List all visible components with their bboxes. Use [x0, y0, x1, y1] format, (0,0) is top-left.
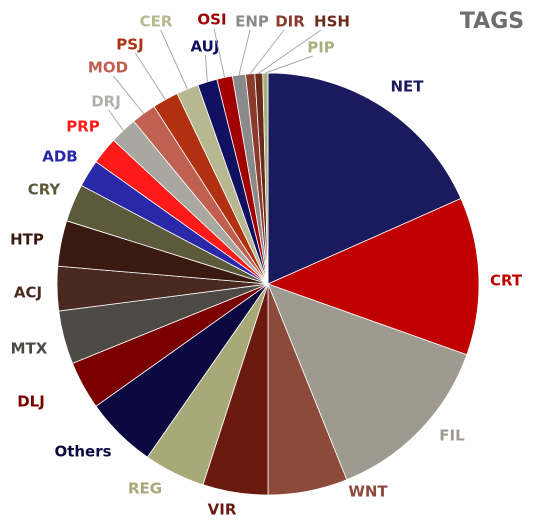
leader-line: [249, 29, 285, 75]
leader-line: [108, 109, 124, 131]
slice-label: HSH: [314, 13, 350, 31]
slice-label: ADB: [42, 148, 78, 166]
slice-label: MOD: [88, 59, 128, 77]
slice-label: REG: [128, 480, 162, 498]
slice-label: PRP: [66, 118, 100, 136]
slice-label: CER: [140, 13, 173, 31]
slice-label: VIR: [208, 501, 237, 519]
pie-slice: [267, 72, 462, 285]
slice-label: ENP: [235, 13, 269, 31]
slice-label: ACJ: [14, 284, 42, 302]
slice-label: MTX: [11, 340, 48, 358]
slice-label: WNT: [348, 483, 388, 501]
pie-slice: [267, 283, 468, 481]
pie-slice: [262, 72, 269, 285]
slice-label: CRY: [28, 181, 62, 199]
slice-label: CRT: [490, 272, 523, 290]
slice-label: DIR: [275, 13, 305, 31]
slice-label: OSI: [197, 11, 226, 29]
slice-label: NET: [390, 78, 424, 96]
slice-label: Others: [54, 443, 111, 461]
chart-title: TAGS: [460, 9, 524, 34]
slice-label: PSJ: [116, 36, 143, 54]
leader-line: [258, 29, 322, 74]
leader-line: [238, 29, 251, 76]
slice-label: DLJ: [17, 393, 45, 411]
slice-label: FIL: [439, 427, 465, 445]
leader-line: [204, 54, 208, 82]
leader-line: [160, 29, 188, 90]
leader-line: [213, 27, 226, 78]
leader-line: [265, 55, 313, 74]
slice-label: HTP: [10, 231, 44, 249]
slice-label: DRJ: [91, 93, 121, 111]
slice-label: AUJ: [191, 38, 220, 56]
leader-line: [134, 52, 166, 100]
slice-label: PIP: [307, 39, 335, 57]
leader-line: [112, 75, 145, 114]
pie-slice: [266, 198, 480, 356]
